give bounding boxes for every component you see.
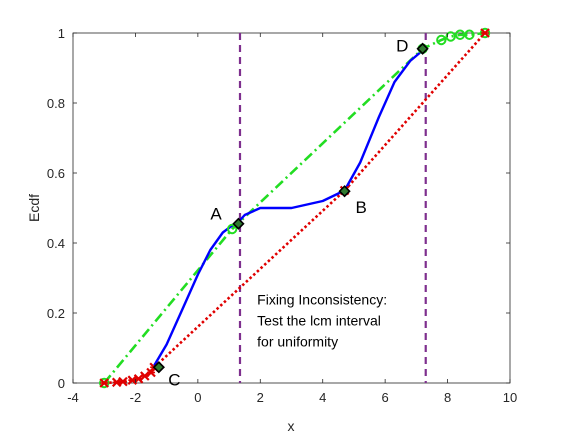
- key-point-c: [152, 361, 165, 374]
- x-tick-label: 6: [382, 390, 389, 405]
- x-tick-label: -2: [130, 390, 142, 405]
- lower-hull-marker: [118, 376, 128, 387]
- y-tick-label: 0: [58, 376, 65, 391]
- lower-hull-marker: [480, 28, 490, 38]
- x-tick-label: 8: [444, 390, 451, 405]
- key-point-label-d: D: [396, 36, 408, 55]
- y-tick-label: 0.6: [47, 166, 65, 181]
- upper-hull-marker: [226, 223, 238, 235]
- upper-hull-marker: [99, 377, 110, 389]
- upper-hull-marker: [445, 31, 456, 42]
- lower-hull-marker: [99, 378, 109, 388]
- key-point-label-b: B: [355, 198, 366, 217]
- x-tick-label: -4: [67, 390, 79, 405]
- key-point-label-c: C: [168, 371, 180, 390]
- y-tick-label: 0.4: [47, 236, 65, 251]
- upper-hull-marker: [479, 27, 491, 39]
- x-tick-label: 4: [319, 390, 326, 405]
- key-points-group: A B C D: [152, 36, 429, 390]
- y-axis-ticks: 0 0.2 0.4 0.6 0.8 1: [47, 26, 510, 391]
- key-point-b: [338, 185, 351, 198]
- key-point-d: [416, 42, 429, 55]
- annotation-line-1: Fixing Inconsistency:: [257, 291, 387, 307]
- x-tick-label: 10: [503, 390, 517, 405]
- upper-hull-marker: [464, 29, 475, 40]
- y-tick-label: 0.8: [47, 96, 65, 111]
- x-tick-label: 0: [194, 390, 201, 405]
- vertical-lines: [238, 33, 427, 383]
- y-tick-label: 1: [58, 26, 65, 41]
- annotation: Fixing Inconsistency: Test the lcm interv…: [257, 291, 387, 349]
- y-tick-label: 0.2: [47, 306, 65, 321]
- y-axis-label: Ecdf: [26, 194, 42, 222]
- annotation-line-3: for uniformity: [257, 333, 338, 349]
- key-point-a: [232, 217, 245, 230]
- x-axis-label: x: [288, 418, 295, 434]
- x-axis-ticks: -4 -2 0 2 4 6 8 10: [67, 33, 517, 405]
- x-tick-label: 2: [257, 390, 264, 405]
- annotation-line-2: Test the lcm interval: [257, 312, 381, 328]
- key-point-label-a: A: [210, 204, 222, 223]
- ecdf-line: [153, 49, 424, 367]
- lower-hull-marker: [146, 367, 156, 378]
- upper-hull-marker: [436, 34, 447, 46]
